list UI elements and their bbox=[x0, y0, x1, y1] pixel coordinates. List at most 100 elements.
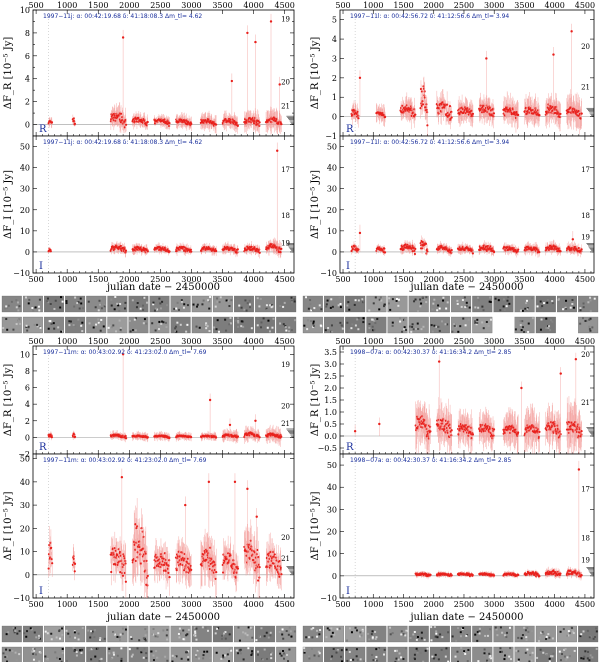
y-tick-label: 4 bbox=[25, 400, 30, 409]
image-stamp-noise bbox=[215, 328, 218, 331]
y-tick-label: 20 bbox=[327, 206, 337, 215]
image-stamp-noise bbox=[289, 308, 292, 311]
data-point bbox=[471, 252, 474, 255]
image-stamp-noise bbox=[174, 330, 177, 333]
image-stamp-noise bbox=[395, 299, 398, 302]
image-stamp-noise bbox=[325, 305, 328, 308]
image-stamp-noise bbox=[218, 301, 221, 304]
data-point bbox=[414, 247, 417, 251]
x-tick-label-top: 4000 bbox=[545, 1, 565, 10]
data-point bbox=[280, 435, 283, 438]
y-tick-label: 0 bbox=[332, 113, 337, 122]
data-point bbox=[215, 249, 218, 253]
data-point bbox=[506, 106, 509, 109]
image-stamp-noise bbox=[107, 326, 110, 329]
image-stamp-noise bbox=[379, 296, 382, 299]
image-stamp-noise bbox=[543, 302, 546, 305]
image-stamp-noise bbox=[159, 302, 162, 305]
x-tick-label: 3000 bbox=[181, 600, 201, 609]
image-stamp-noise bbox=[128, 319, 131, 322]
image-stamp-noise bbox=[525, 299, 528, 302]
image-stamp-noise bbox=[324, 329, 327, 332]
image-stamp-noise bbox=[389, 308, 392, 311]
y-tick-label: 40 bbox=[327, 164, 337, 173]
image-stamp-noise bbox=[116, 302, 119, 305]
image-stamp-noise bbox=[38, 309, 41, 312]
data-point bbox=[279, 251, 282, 254]
image-stamp-noise bbox=[15, 323, 18, 326]
image-stamp-noise bbox=[159, 307, 162, 310]
data-point bbox=[168, 122, 171, 125]
data-point bbox=[534, 249, 537, 252]
image-stamp-noise bbox=[31, 307, 34, 310]
x-tick-label-top: 2000 bbox=[424, 1, 444, 10]
image-stamp-noise bbox=[571, 298, 574, 301]
x-tick-label-top: 3000 bbox=[181, 1, 201, 10]
image-stamp-noise bbox=[318, 304, 321, 307]
image-stamp-noise bbox=[451, 330, 454, 333]
image-stamp-noise bbox=[456, 299, 459, 302]
image-stamp-noise bbox=[514, 328, 517, 331]
image-stamp-noise bbox=[425, 301, 428, 304]
image-stamp bbox=[128, 316, 149, 334]
image-stamp-noise bbox=[103, 330, 106, 333]
data-point bbox=[50, 436, 53, 439]
magnitude-label: 21 bbox=[281, 555, 290, 563]
image-stamp-noise bbox=[537, 302, 540, 305]
image-stamp-noise bbox=[97, 321, 100, 324]
data-point bbox=[512, 247, 516, 250]
image-stamp-noise bbox=[452, 323, 455, 326]
data-point bbox=[124, 437, 128, 440]
magnitude-label: 19 bbox=[281, 240, 290, 248]
x-tick-label: 3500 bbox=[212, 600, 232, 609]
image-stamp-noise bbox=[525, 302, 528, 305]
image-stamp-noise bbox=[395, 297, 398, 300]
magnitude-label: 21 bbox=[281, 420, 290, 428]
image-stamp-noise bbox=[403, 326, 406, 329]
image-stamp-noise bbox=[403, 319, 406, 322]
image-stamp-noise bbox=[482, 309, 485, 312]
data-point bbox=[524, 106, 528, 109]
image-stamp-noise bbox=[113, 308, 116, 311]
image-stamp-noise bbox=[416, 322, 419, 325]
y-tick-label: 10 bbox=[20, 548, 30, 557]
image-stamp-noise bbox=[290, 329, 293, 332]
image-stamp bbox=[302, 316, 323, 334]
image-stamp-noise bbox=[587, 301, 590, 304]
image-stamp bbox=[276, 316, 297, 334]
image-stamp-noise bbox=[217, 330, 220, 333]
image-stamp-noise bbox=[290, 296, 293, 299]
x-tick-label-top: 3000 bbox=[181, 337, 201, 346]
image-stamp-noise bbox=[527, 322, 530, 325]
data-point bbox=[73, 122, 77, 125]
image-stamp-noise bbox=[102, 325, 105, 328]
image-stamp-noise bbox=[256, 297, 259, 300]
image-stamp-noise bbox=[78, 307, 81, 310]
data-point bbox=[482, 104, 486, 107]
data-point bbox=[236, 251, 239, 254]
image-stamp-noise bbox=[288, 326, 291, 329]
image-stamp-noise bbox=[368, 327, 371, 330]
image-stamp bbox=[255, 295, 276, 313]
image-stamp-noise bbox=[118, 309, 121, 312]
image-stamp-noise bbox=[547, 327, 550, 330]
image-stamp-noise bbox=[305, 296, 308, 299]
x-tick-label-top: 3500 bbox=[212, 1, 232, 10]
data-point bbox=[450, 110, 453, 113]
image-stamp-noise bbox=[201, 303, 204, 306]
image-stamp-noise bbox=[107, 324, 110, 327]
x-tick-label: 4000 bbox=[243, 275, 263, 284]
data-point bbox=[50, 121, 54, 124]
data-point bbox=[72, 557, 75, 561]
image-stamp-noise bbox=[76, 302, 79, 305]
y-tick-label: −10 bbox=[13, 269, 30, 278]
x-tick-label: 2500 bbox=[454, 275, 474, 284]
image-stamp-noise bbox=[208, 330, 211, 333]
image-stamp-noise bbox=[420, 328, 423, 331]
y-axis-label: ΔF_R [10⁻⁵ Jy] bbox=[3, 37, 14, 110]
image-stamp-noise bbox=[12, 328, 15, 331]
image-stamp-noise bbox=[348, 329, 351, 332]
image-stamp-noise bbox=[293, 300, 296, 303]
y-tick-label: 30 bbox=[327, 185, 337, 194]
